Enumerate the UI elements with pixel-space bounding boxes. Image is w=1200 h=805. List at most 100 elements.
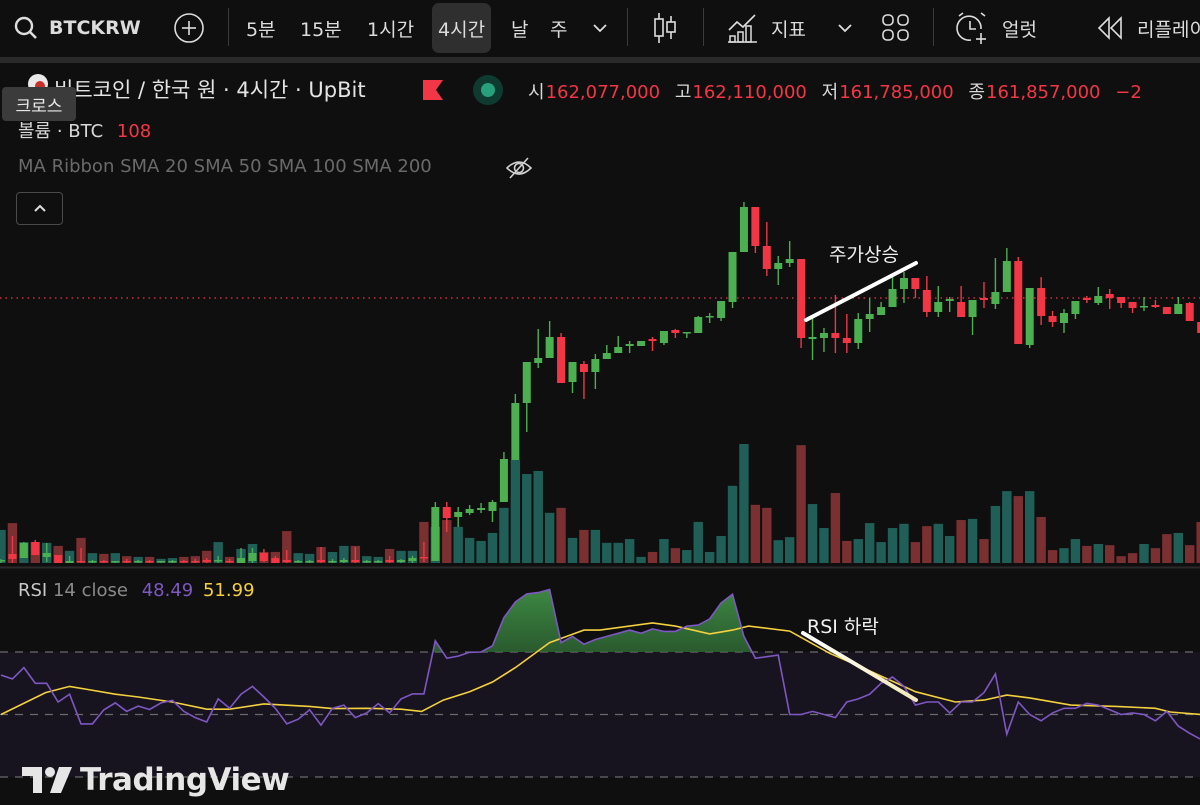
candle [911, 278, 920, 298]
rsi-legend[interactable]: RSI 14 close 48.49 51.99 [18, 580, 255, 601]
interval-day[interactable]: 날 [511, 18, 529, 41]
candle-body [637, 341, 646, 346]
indicators-dropdown[interactable] [837, 0, 853, 56]
candle [168, 560, 177, 563]
alert-button[interactable]: 얼럿 [955, 0, 1037, 56]
candle-body [694, 317, 703, 333]
price-annotation[interactable]: 주가상승 [829, 244, 899, 266]
candle [1071, 301, 1080, 319]
volume-bar [784, 537, 795, 563]
volume-bar [1185, 545, 1195, 563]
volume-bar [819, 528, 829, 563]
candle [842, 314, 851, 353]
volume-bar [544, 512, 555, 563]
candle-body [831, 333, 840, 338]
interval-1h[interactable]: 1시간 [367, 18, 415, 41]
candle-body [465, 509, 474, 513]
ma-ribbon-legend[interactable]: MA Ribbon SMA 20 SMA 50 SMA 100 SMA 200 [18, 156, 432, 177]
candle [979, 282, 988, 308]
rsi-annotation[interactable]: RSI 하락 [807, 616, 879, 638]
collapse-legend-button[interactable] [16, 192, 63, 225]
candle-body [168, 561, 177, 563]
rsi-label: RSI [18, 580, 48, 601]
volume-bar [1059, 548, 1069, 563]
chart-type-button[interactable] [652, 0, 678, 56]
candle-body [865, 314, 874, 319]
replay-label: 리플레이 [1137, 18, 1200, 41]
candle [522, 362, 531, 432]
volume-bar [762, 507, 772, 563]
replay-button[interactable]: 리플레이 [1096, 0, 1200, 56]
layout-grid-icon [882, 14, 909, 41]
volume-bars [0, 443, 1200, 563]
volume-bar [384, 548, 395, 563]
candle [0, 559, 5, 563]
candle [1117, 297, 1126, 308]
volume-bar [682, 550, 692, 563]
candle-body [842, 338, 851, 343]
candle-body [442, 507, 451, 518]
indicators-button[interactable]: 지표 [727, 0, 806, 56]
volume-bar [853, 539, 863, 563]
volume-bar [1013, 496, 1023, 563]
candle-body [659, 331, 668, 343]
candle [1094, 287, 1103, 305]
flag-icon[interactable] [423, 80, 443, 100]
toolbar-divider [0, 57, 1200, 63]
interval-dropdown[interactable] [592, 0, 608, 56]
volume-bar [636, 556, 646, 563]
interval-week[interactable]: 주 [550, 18, 568, 41]
volume-bar [567, 537, 578, 563]
eye-slash-icon[interactable] [505, 155, 533, 181]
top-toolbar: BTCKRW 5분 15분 1시간 4시간 날 주 지표 얼럿 리플레이 [0, 0, 1200, 56]
volume-bar [179, 556, 189, 563]
symbol-search-button[interactable]: BTCKRW [13, 0, 141, 56]
volume-bar [464, 537, 475, 563]
candle [797, 259, 806, 348]
volume-bar [1139, 543, 1149, 563]
compare-add-button[interactable] [173, 0, 205, 56]
candle-body [294, 561, 303, 563]
candle [65, 556, 74, 563]
interval-15m[interactable]: 15분 [300, 18, 342, 41]
price-trendline[interactable] [804, 261, 918, 322]
symbol-title[interactable]: 비트코인 / 한국 원 · 4시간 · UpBit [54, 78, 366, 102]
ohlc-values: 시162,077,000 고162,110,000 저161,785,000 종… [528, 78, 1151, 104]
candle-body [397, 560, 406, 562]
candle-body [111, 561, 120, 563]
candle-body [282, 560, 291, 562]
chart-canvas[interactable] [0, 63, 1200, 805]
tradingview-logo[interactable]: TradingView [22, 762, 290, 798]
candle-body [739, 207, 748, 252]
volume-bar [1116, 556, 1126, 563]
candle [762, 222, 771, 276]
open-label: 시 [528, 82, 545, 103]
candle-body [545, 337, 554, 358]
candle [728, 252, 737, 308]
candle-body [351, 560, 360, 562]
interval-4h[interactable]: 4시간 [432, 3, 492, 53]
candle [877, 302, 886, 315]
candle-body [934, 302, 943, 312]
candle-body [1162, 307, 1171, 314]
layout-button[interactable] [881, 0, 911, 56]
candle [328, 559, 337, 563]
candle [774, 256, 783, 285]
volume-bar [624, 539, 635, 563]
candle [179, 560, 188, 563]
candle-body [1105, 294, 1114, 298]
candle [122, 559, 131, 563]
rsi-trendline[interactable] [801, 631, 918, 702]
volume-legend[interactable]: 볼륨 · BTC 108 [18, 117, 151, 143]
candle-body [1082, 298, 1091, 300]
candle-body [568, 362, 577, 382]
candle-body [705, 316, 714, 318]
interval-5m[interactable]: 5분 [246, 18, 276, 41]
candle [271, 556, 280, 563]
market-status-icon[interactable] [472, 74, 504, 106]
candle [351, 547, 360, 563]
candle-body [625, 344, 634, 346]
volume-bar [556, 507, 566, 563]
volume-bar [807, 504, 818, 563]
candle-body [808, 337, 817, 339]
